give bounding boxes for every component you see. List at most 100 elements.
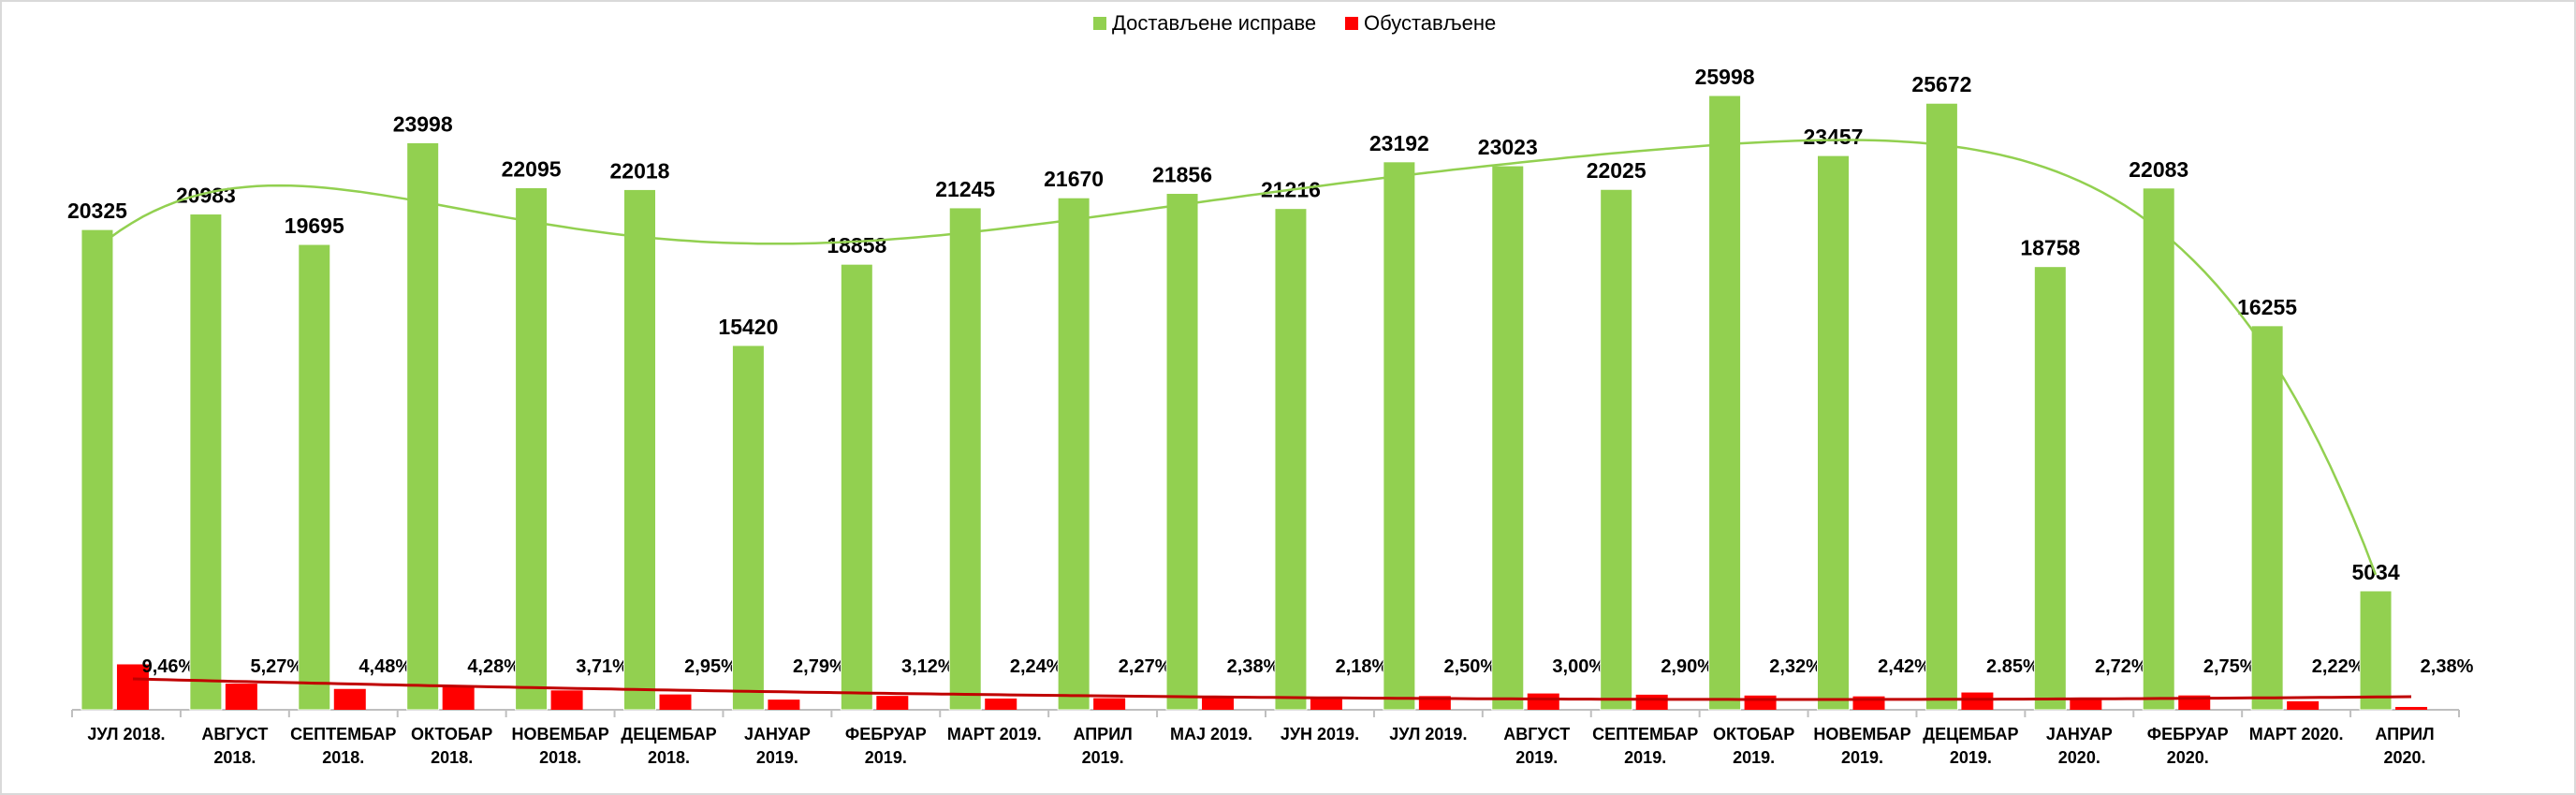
bar-delivered [2033, 266, 2067, 711]
trendline-suspended [132, 677, 2412, 701]
x-tick-label: 2019. [1733, 748, 1775, 767]
bar-delivered [1274, 208, 1308, 711]
data-label-delivered: 18758 [2020, 236, 2080, 260]
data-label-delivered: 18858 [827, 233, 886, 258]
data-label-delivered: 20325 [67, 199, 127, 223]
x-tick-label: АВГУСТ [201, 725, 268, 743]
data-label-delivered: 22018 [610, 158, 670, 183]
data-label-suspended: 2,24% [1010, 656, 1063, 677]
x-tick-label: 2020. [2058, 748, 2100, 767]
data-label-delivered: 21670 [1044, 167, 1104, 191]
data-label-suspended: 9,46% [142, 656, 196, 677]
data-label-delivered: 20983 [176, 184, 236, 208]
bar-suspended [225, 684, 257, 710]
data-label-delivered: 21856 [1152, 163, 1212, 187]
bar-delivered [2359, 590, 2393, 711]
data-label-suspended: 2,75% [2203, 656, 2257, 677]
data-label-suspended: 2,95% [684, 656, 738, 677]
legend: Достављене исправе Обустављене [1093, 11, 1496, 35]
data-label-delivered: 22095 [502, 156, 562, 181]
bar-suspended [1093, 698, 1126, 710]
x-tick-label: 2019. [1082, 748, 1124, 767]
data-label-delivered: 25672 [1911, 72, 1971, 96]
x-tick-label: 2020. [2167, 748, 2209, 767]
data-label-delivered: 22025 [1587, 158, 1647, 183]
data-label-suspended: 2,50% [1444, 656, 1498, 677]
bar-delivered [1600, 188, 1633, 711]
bar-suspended [1310, 699, 1342, 710]
data-label-suspended: 3,12% [901, 656, 955, 677]
data-label-suspended: 3,00% [1552, 656, 1605, 677]
bar-suspended [2070, 698, 2102, 710]
data-label-delivered: 23457 [1804, 125, 1864, 149]
x-tick-label: СЕПТЕМБАР [290, 725, 396, 743]
data-label-delivered: 22083 [2129, 157, 2188, 182]
bar-suspended [659, 694, 692, 710]
x-tick-label: МАЈ 2019. [1170, 725, 1252, 743]
bar-suspended [1527, 693, 1559, 710]
x-tick-label: 2018. [322, 748, 364, 767]
bar-delivered [840, 263, 873, 711]
plot-area: 20325 9,46% ЈУЛ 2018. 20983 5,27% АВГУСТ 2018.… [67, 65, 2474, 767]
bar-delivered [189, 213, 223, 711]
data-label-suspended: 2,38% [1227, 656, 1281, 677]
data-label-suspended: 2.85% [1986, 656, 2040, 677]
bar-suspended [876, 696, 909, 710]
data-label-delivered: 19695 [285, 213, 344, 238]
bar-suspended [550, 690, 583, 710]
x-tick-label: СЕПТЕМБАР [1592, 725, 1698, 743]
x-tick-label: ФЕБРУАР [845, 725, 927, 743]
data-label-delivered: 23023 [1478, 135, 1538, 159]
bar-delivered [80, 228, 114, 711]
x-tick-label: 2019. [756, 748, 798, 767]
bar-delivered [1057, 197, 1090, 711]
bar-suspended [333, 688, 366, 710]
bar-suspended [1961, 692, 1994, 710]
legend-swatch-delivered [1093, 17, 1106, 30]
bar-delivered [406, 141, 440, 711]
legend-label-delivered: Достављене исправе [1112, 11, 1316, 35]
data-label-suspended: 4,48% [359, 656, 412, 677]
x-tick-label: ЈУН 2019. [1281, 725, 1359, 743]
legend-swatch-suspended [1345, 17, 1358, 30]
x-tick-label: ОКТОБАР [1713, 725, 1794, 743]
bar-delivered [948, 207, 982, 711]
x-tick-label: 2019. [1515, 748, 1558, 767]
data-label-delivered: 23192 [1369, 131, 1429, 155]
x-tick-label: НОВЕМБАР [1813, 725, 1910, 743]
x-tick-label: АВГУСТ [1503, 725, 1570, 743]
data-label-suspended: 2,42% [1878, 656, 1931, 677]
bar-delivered [1491, 165, 1525, 711]
data-label-delivered: 16255 [2237, 295, 2297, 319]
x-tick-label: 2018. [648, 748, 690, 767]
x-tick-label: ЈАНУАР [744, 725, 811, 743]
data-label-suspended: 3,71% [576, 656, 629, 677]
data-label-delivered: 21245 [935, 177, 995, 201]
bar-suspended [2287, 700, 2320, 710]
x-tick-label: 2018. [539, 748, 581, 767]
x-tick-label: ЈУЛ 2019. [1389, 725, 1467, 743]
x-tick-label: 2019. [865, 748, 907, 767]
data-label-suspended: 2,72% [2095, 656, 2148, 677]
x-tick-label: ЈАНУАР [2046, 725, 2113, 743]
legend-label-suspended: Обустављене [1364, 11, 1496, 35]
data-label-delivered: 15420 [718, 315, 778, 339]
x-tick-label: МАРТ 2019. [947, 725, 1042, 743]
data-label-suspended: 5,27% [251, 656, 304, 677]
data-label-delivered: 25998 [1695, 65, 1755, 89]
data-label-suspended: 2,27% [1119, 656, 1172, 677]
x-tick-label: МАРТ 2020. [2249, 725, 2344, 743]
data-label-suspended: 2,90% [1661, 656, 1714, 677]
data-label-delivered: 23998 [393, 111, 453, 136]
bar-delivered [1165, 193, 1199, 711]
data-label-suspended: 2,22% [2312, 656, 2365, 677]
data-label-suspended: 2,38% [2421, 656, 2474, 677]
bar-suspended [1744, 695, 1777, 710]
x-tick-label: 2019. [1624, 748, 1666, 767]
bar-delivered [2250, 325, 2284, 711]
x-tick-label: АПРИЛ [1073, 725, 1132, 743]
x-tick-label: 2020. [2384, 748, 2426, 767]
bar-suspended [2395, 706, 2428, 710]
bar-suspended [116, 664, 149, 710]
